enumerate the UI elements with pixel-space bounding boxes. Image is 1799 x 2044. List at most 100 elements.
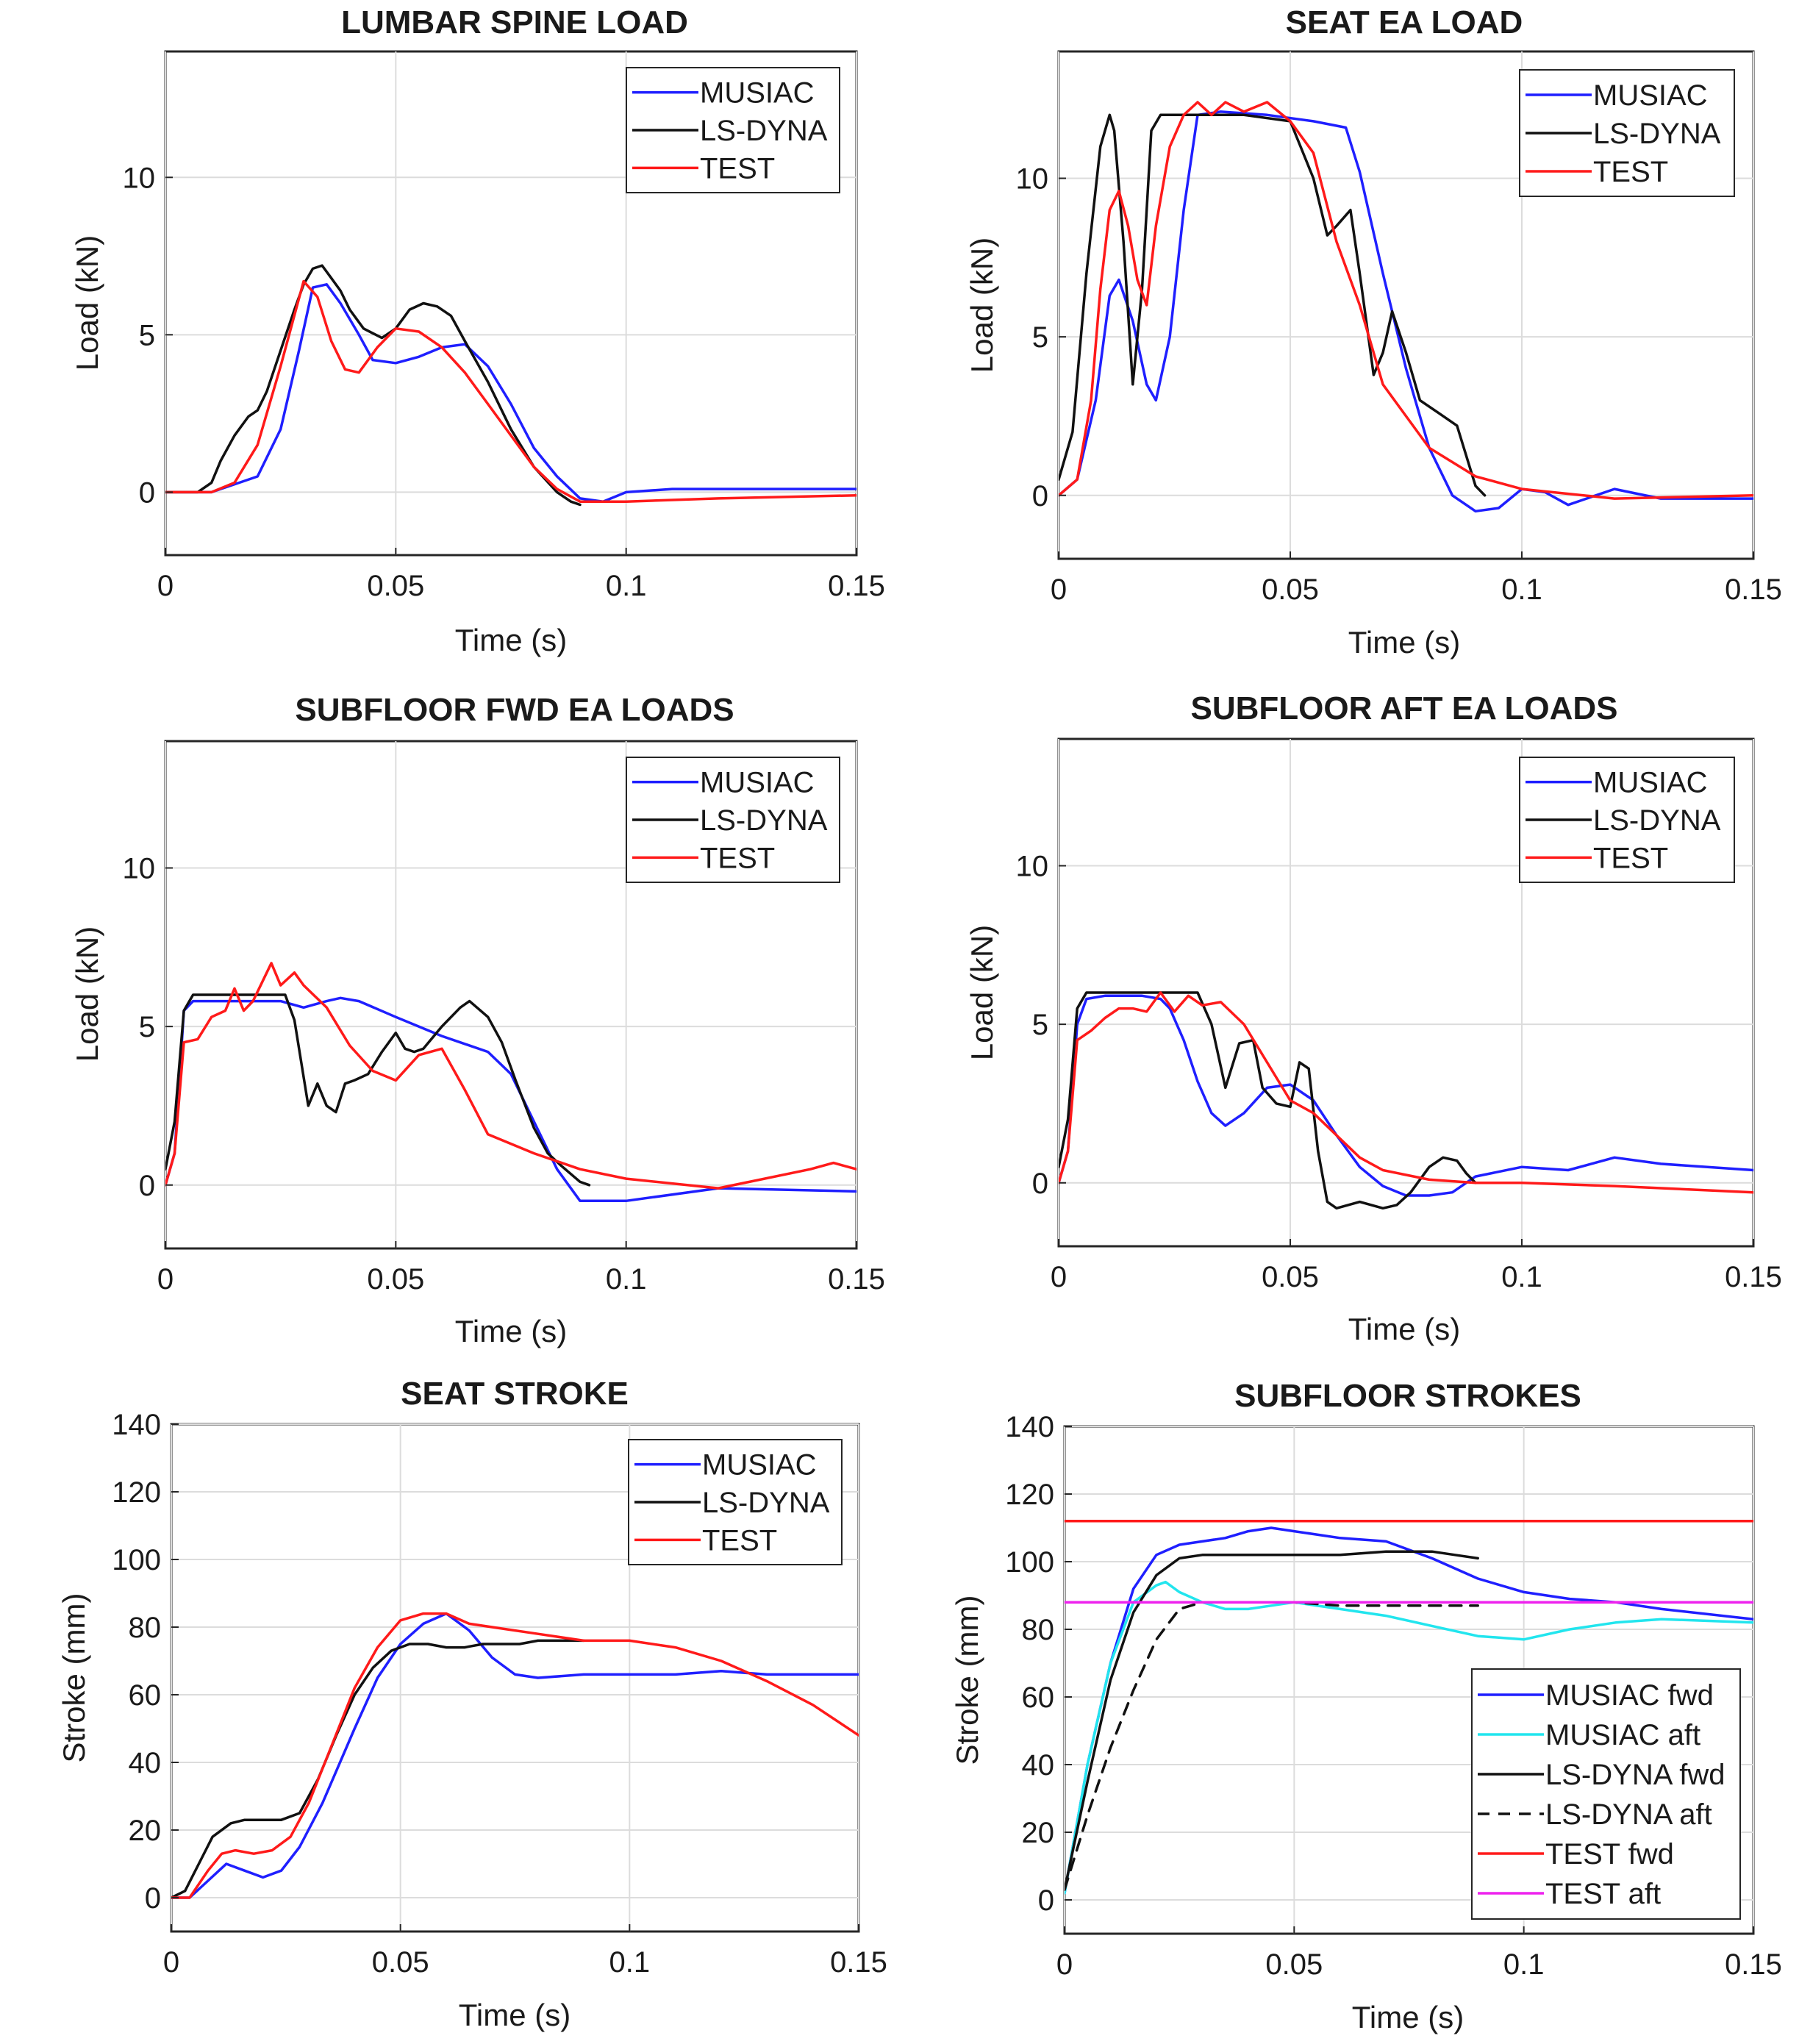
y-tick-label: 5 <box>1032 1009 1048 1041</box>
y-axis-label: Load (kN) <box>70 926 104 1062</box>
y-tick-label: 0 <box>145 1882 161 1915</box>
x-tick-label: 0 <box>163 1946 179 1979</box>
series-test <box>1059 101 1753 500</box>
x-axis-label: Time (s) <box>1352 2000 1464 2034</box>
tick-labels: 0 0.05 0.1 0.15 0 5 10 <box>1016 163 1782 607</box>
y-axis-label: Load (kN) <box>965 237 999 373</box>
y-tick-label: 10 <box>123 162 156 194</box>
series-ls-dyna <box>171 1639 585 1899</box>
y-tick-label: 10 <box>123 853 156 885</box>
legend-label: TEST <box>1593 842 1668 874</box>
series-lines <box>171 1612 859 1899</box>
y-tick-label: 10 <box>1016 163 1049 196</box>
legend-label: MUSIAC <box>700 77 815 110</box>
legend: MUSIAC LS-DYNA TEST <box>628 1439 843 1565</box>
x-tick-label: 0.1 <box>609 1946 651 1979</box>
legend-label: TEST <box>1593 156 1668 188</box>
legend-label: LS-DYNA fwd <box>1545 1759 1725 1791</box>
tick-labels: 0 0.05 0.1 0.15 0 5 10 <box>123 853 885 1296</box>
x-tick-label: 0.15 <box>828 1263 885 1296</box>
y-axis-label: Load (kN) <box>965 925 999 1060</box>
x-tick-label: 0.05 <box>1262 1261 1319 1293</box>
x-tick-label: 0 <box>1056 1948 1073 1981</box>
tick-labels: 0 0.05 0.1 0.15 0 5 10 <box>123 162 885 602</box>
x-axis-label: Time (s) <box>459 1998 571 2032</box>
y-tick-label: 0 <box>1038 1884 1054 1917</box>
y-tick-label: 140 <box>112 1409 161 1441</box>
x-tick-label: 0.1 <box>1501 1261 1542 1293</box>
legend: MUSIAC fwd MUSIAC aft LS-DYNA fwd LS-DYNA a… <box>1471 1668 1741 1920</box>
y-tick-label: 0 <box>1032 480 1048 512</box>
x-tick-label: 0 <box>157 1263 174 1296</box>
chart-title: LUMBAR SPINE LOAD <box>341 4 688 40</box>
y-axis-label: Load (kN) <box>70 235 104 371</box>
x-tick-label: 0.15 <box>1725 1948 1782 1981</box>
series-musiac <box>171 1612 859 1899</box>
legend-label: TEST aft <box>1545 1878 1661 1910</box>
legend-label: LS-DYNA <box>702 1487 830 1519</box>
x-axis-label: Time (s) <box>455 1314 567 1348</box>
series-test <box>165 962 856 1190</box>
series-ls-dyna <box>165 993 591 1187</box>
legend-label: MUSIAC <box>702 1449 817 1482</box>
chart-subfloor-aft-ea-loads: SUBFLOOR AFT EA LOADS 0 0.05 0.1 0.15 0 5 10 T… <box>965 690 1782 1346</box>
legend: MUSIAC LS-DYNA TEST <box>626 757 840 883</box>
x-tick-label: 0.05 <box>372 1946 429 1979</box>
chart-title: SUBFLOOR FWD EA LOADS <box>295 692 734 728</box>
y-tick-label: 0 <box>139 1170 155 1202</box>
chart-title: SUBFLOOR AFT EA LOADS <box>1191 690 1618 726</box>
x-tick-label: 0.05 <box>367 570 424 602</box>
y-tick-label: 0 <box>1032 1168 1048 1200</box>
series-musiac-fwd <box>1065 1526 1753 1895</box>
y-axis-label: Stroke (mm) <box>950 1595 984 1765</box>
chart-lumbar-spine-load: LUMBAR SPINE LOAD 0 0.05 0.1 0.15 0 5 10 Time … <box>70 4 885 657</box>
legend: MUSIAC LS-DYNA TEST <box>626 67 840 193</box>
chart-subfloor-strokes: SUBFLOOR STROKES 0 0.05 0.1 0.15 0 20 40 60 80 10… <box>950 1378 1782 2034</box>
x-axis-label: Time (s) <box>455 623 567 657</box>
legend-label: LS-DYNA <box>700 115 828 147</box>
x-tick-label: 0 <box>1051 1261 1067 1293</box>
y-tick-label: 5 <box>139 319 155 351</box>
y-tick-label: 5 <box>139 1011 155 1043</box>
x-tick-label: 0.1 <box>606 570 647 602</box>
x-tick-label: 0.05 <box>1262 573 1319 606</box>
series-lines <box>1059 991 1753 1210</box>
y-tick-label: 10 <box>1016 851 1049 883</box>
x-tick-label: 0 <box>157 570 174 602</box>
y-tick-label: 40 <box>1022 1749 1055 1782</box>
legend-label: MUSIAC <box>1593 79 1708 112</box>
series-ls-dyna <box>165 264 582 507</box>
series-ls-dyna <box>1059 991 1477 1210</box>
y-tick-label: 120 <box>112 1476 161 1509</box>
chart-title: SEAT STROKE <box>401 1376 629 1412</box>
chart-subfloor-fwd-ea-loads: SUBFLOOR FWD EA LOADS 0 0.05 0.1 0.15 0 5 10 T… <box>70 692 885 1348</box>
y-tick-label: 100 <box>112 1544 161 1576</box>
y-tick-label: 120 <box>1005 1479 1054 1511</box>
legend-label: TEST <box>700 152 775 185</box>
legend-label: TEST fwd <box>1545 1838 1674 1870</box>
x-tick-label: 0.1 <box>1503 1948 1545 1981</box>
legend-label: LS-DYNA aft <box>1545 1798 1712 1831</box>
legend-label: MUSIAC <box>1593 767 1708 799</box>
chart-title: SUBFLOOR STROKES <box>1234 1378 1581 1414</box>
y-tick-label: 60 <box>129 1679 162 1712</box>
y-tick-label: 60 <box>1022 1682 1055 1714</box>
legend-label: LS-DYNA <box>1593 118 1721 150</box>
legend-label: LS-DYNA <box>1593 804 1721 837</box>
y-tick-label: 20 <box>1022 1817 1055 1849</box>
legend-box <box>1471 1668 1741 1920</box>
series-musiac <box>1059 994 1753 1197</box>
y-tick-label: 40 <box>129 1747 162 1779</box>
chart-title: SEAT EA LOAD <box>1286 4 1523 40</box>
tick-labels: 0 0.05 0.1 0.15 0 20 40 60 80 100 120 140 <box>1005 1411 1782 1981</box>
y-tick-label: 0 <box>139 476 155 509</box>
x-tick-label: 0.15 <box>830 1946 887 1979</box>
legend-label: MUSIAC fwd <box>1545 1679 1714 1712</box>
series-musiac <box>165 996 856 1203</box>
y-tick-label: 80 <box>129 1612 162 1644</box>
tick-labels: 0 0.05 0.1 0.15 0 5 10 <box>1016 851 1782 1294</box>
series-lines <box>165 264 856 507</box>
legend-label: MUSIAC aft <box>1545 1719 1700 1751</box>
series-test <box>165 279 856 503</box>
